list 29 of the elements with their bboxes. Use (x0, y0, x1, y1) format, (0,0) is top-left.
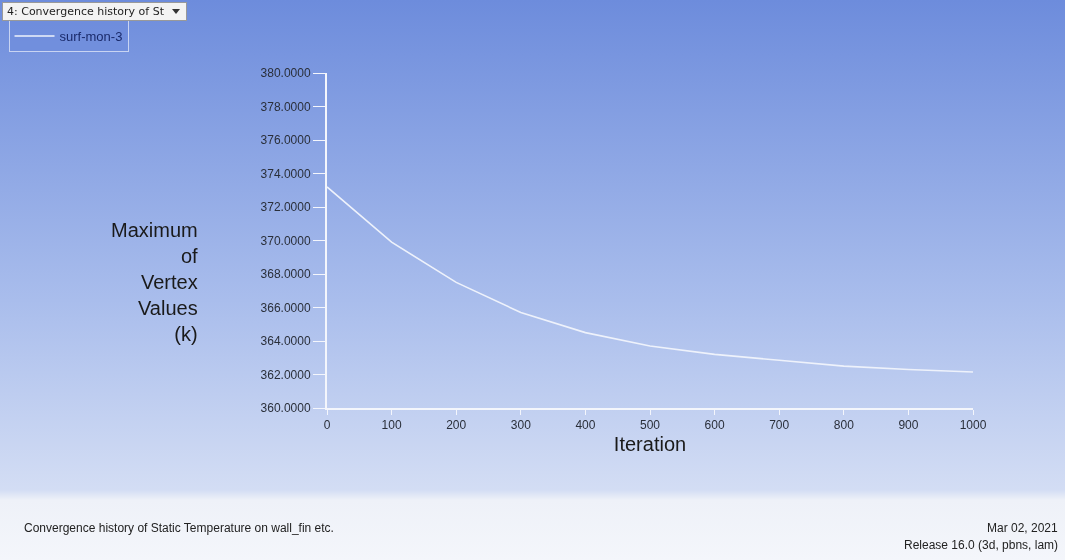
y-tick-label: 364.0000 (260, 334, 311, 349)
y-tick-label: 372.0000 (260, 200, 311, 215)
x-tick-label: 900 (898, 418, 919, 433)
x-tick-label: 200 (446, 418, 467, 433)
y-tick-label: 376.0000 (260, 133, 311, 148)
y-tick-label: 362.0000 (260, 367, 311, 382)
x-tick-label: 1000 (959, 418, 987, 433)
text: Mar 02, 2021 (987, 521, 1059, 535)
x-tick-label: 300 (510, 418, 532, 433)
x-tick-label: 600 (704, 418, 725, 433)
legend-label: surf-mon-3 (59, 29, 123, 45)
text: 4: Convergence history of St (7, 4, 164, 20)
y-tick-label: 366.0000 (260, 300, 311, 315)
x-tick-label: 100 (381, 418, 402, 433)
x-tick-label: 0 (323, 418, 331, 433)
y-tick-label: 370.0000 (260, 233, 311, 248)
y-axis-title: Maximum of Vertex Values (k) (111, 219, 199, 345)
x-tick-label: 700 (769, 418, 790, 433)
text: Release 16.0 (3d, pbns, lam) (904, 538, 1059, 552)
y-tick-label: 380.0000 (260, 66, 311, 81)
x-axis-title: Iteration (613, 433, 687, 456)
y-tick-label: 360.0000 (260, 401, 311, 416)
y-tick-label: 374.0000 (260, 166, 311, 181)
y-tick-label: 368.0000 (260, 267, 311, 282)
x-tick-label: 500 (639, 418, 661, 433)
x-tick-label: 400 (575, 418, 596, 433)
text: Convergence history of Static Temperature on wall_fin etc. (24, 521, 334, 535)
x-tick-label: 800 (833, 418, 855, 433)
y-tick-label: 378.0000 (260, 99, 311, 114)
